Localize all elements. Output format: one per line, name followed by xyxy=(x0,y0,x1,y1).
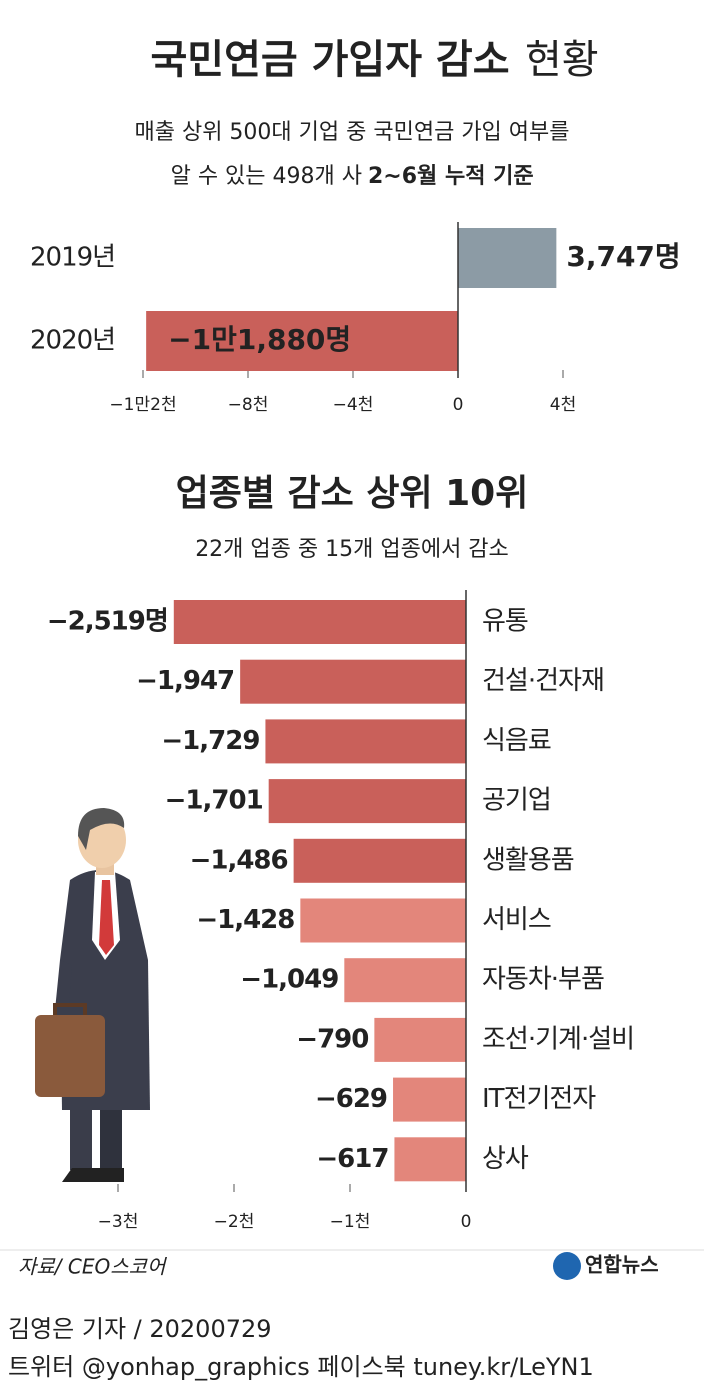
value-label: −617 xyxy=(316,1144,388,1174)
logo-mark xyxy=(553,1252,581,1280)
value-label: −1,486 xyxy=(190,845,288,875)
byline: 김영은 기자 / 20200729 xyxy=(8,1315,272,1343)
x-tick-label: 4천 xyxy=(550,395,576,415)
x-tick-label: −8천 xyxy=(228,395,269,415)
bar xyxy=(458,228,557,288)
value-label: −1,701 xyxy=(165,786,263,816)
value-label: −2,519명 xyxy=(47,607,168,637)
category-label: IT전기전자 xyxy=(482,1084,596,1114)
category-label: 식음료 xyxy=(482,726,551,756)
bar xyxy=(146,311,458,371)
main-title: 국민연금 가입자 감소 xyxy=(150,37,509,83)
value-label: −1,729 xyxy=(161,726,259,756)
source: 자료/ CEO스코어 xyxy=(18,1255,168,1279)
value-label: −1,428 xyxy=(196,905,294,935)
bar xyxy=(265,719,466,764)
shoes xyxy=(62,1168,124,1182)
value-label: −1,049 xyxy=(240,965,338,995)
x-tick-label: 0 xyxy=(453,395,464,415)
value-label: −629 xyxy=(315,1084,387,1114)
category-label: 2020년 xyxy=(30,326,115,356)
hair xyxy=(78,808,125,850)
category-label: 상사 xyxy=(482,1144,529,1174)
briefcase xyxy=(35,1015,105,1097)
category-label: 공기업 xyxy=(482,786,551,816)
category-label: 조선·기계·설비 xyxy=(482,1024,634,1054)
social: 트위터 @yonhap_graphics 페이스북 tuney.kr/LeYN1 xyxy=(8,1353,594,1381)
value-label: −790 xyxy=(296,1024,368,1054)
category-label: 생활용품 xyxy=(482,845,574,875)
chart-title: 업종별 감소 상위 10위 xyxy=(176,473,529,514)
x-tick-label: 0 xyxy=(461,1212,472,1232)
x-tick-label: −1천 xyxy=(330,1212,371,1232)
category-label: 건설·건자재 xyxy=(482,666,604,696)
bar xyxy=(393,1077,466,1122)
bar xyxy=(374,1017,466,1062)
logo: 연합뉴스 xyxy=(585,1253,659,1277)
value-label: −1만1,880명 xyxy=(168,323,351,356)
value-label: 3,747명 xyxy=(566,240,680,273)
leg xyxy=(70,1100,92,1170)
x-tick-label: −2천 xyxy=(214,1212,255,1232)
businessman-illustration xyxy=(35,808,150,1182)
bar xyxy=(268,779,466,824)
tie xyxy=(99,880,114,955)
bar xyxy=(300,898,466,943)
subtitle: 알 수 있는 498개 사 xyxy=(171,164,362,189)
leg xyxy=(100,1100,122,1170)
chart-subtitle: 22개 업종 중 15개 업종에서 감소 xyxy=(195,537,509,562)
bar xyxy=(293,838,466,883)
value-label: −1,947 xyxy=(136,666,234,696)
briefcase-handle xyxy=(53,1003,87,1015)
bar xyxy=(344,958,466,1003)
category-label: 2019년 xyxy=(30,243,115,273)
subtitle-emphasis: 2~6월 누적 기준 xyxy=(368,164,534,189)
bar xyxy=(240,659,466,704)
title-suffix: 현황 xyxy=(525,37,599,83)
bar xyxy=(394,1137,466,1182)
subtitle: 매출 상위 500대 기업 중 국민연금 가입 여부를 xyxy=(134,120,569,145)
x-tick-label: −1만2천 xyxy=(109,395,176,415)
bar xyxy=(173,600,466,644)
category-label: 유통 xyxy=(482,607,528,637)
x-tick-label: −4천 xyxy=(333,395,374,415)
category-label: 자동차·부품 xyxy=(482,965,604,995)
category-label: 서비스 xyxy=(482,905,551,935)
x-tick-label: −3천 xyxy=(98,1212,139,1232)
